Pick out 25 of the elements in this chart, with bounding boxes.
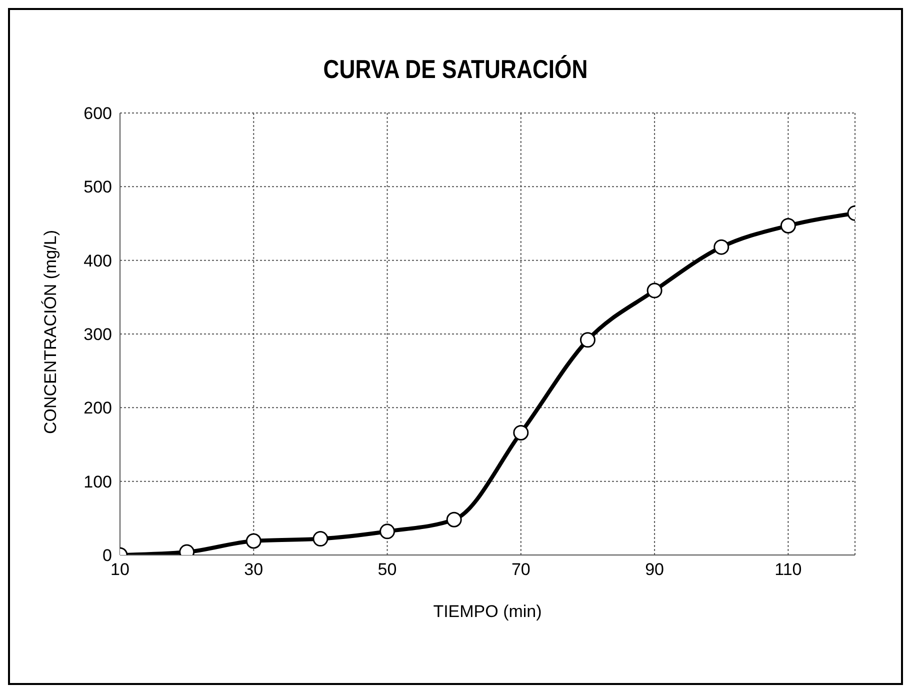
y-tick-label: 200 xyxy=(84,398,112,418)
x-tick-label: 70 xyxy=(511,560,530,580)
point xyxy=(780,218,796,234)
x-tick-label: 50 xyxy=(378,560,397,580)
y-tick-label: 600 xyxy=(84,104,112,124)
x-tick-label: 110 xyxy=(774,560,802,580)
point xyxy=(714,239,730,255)
point xyxy=(580,332,596,348)
x-tick-label: 90 xyxy=(645,560,664,580)
y-tick-label: 500 xyxy=(84,178,112,197)
point xyxy=(513,424,529,440)
chart-title: CURVA DE SATURACIÓN xyxy=(322,54,589,85)
point xyxy=(312,531,328,547)
x-tick-label: 10 xyxy=(110,560,130,580)
x-axis-title: TIEMPO (min) xyxy=(433,602,542,621)
y-tick-label: 0 xyxy=(102,546,112,566)
x-tick-label: 30 xyxy=(244,560,264,580)
point xyxy=(246,533,262,549)
y-tick-label: 100 xyxy=(84,472,112,492)
point xyxy=(446,512,462,528)
y-tick-label: 400 xyxy=(84,251,112,270)
point xyxy=(646,282,662,298)
y-tick-label: 300 xyxy=(84,325,112,344)
point xyxy=(380,524,396,540)
y-axis-title: CONCENTRACIÓN (mg/L) xyxy=(41,230,60,434)
